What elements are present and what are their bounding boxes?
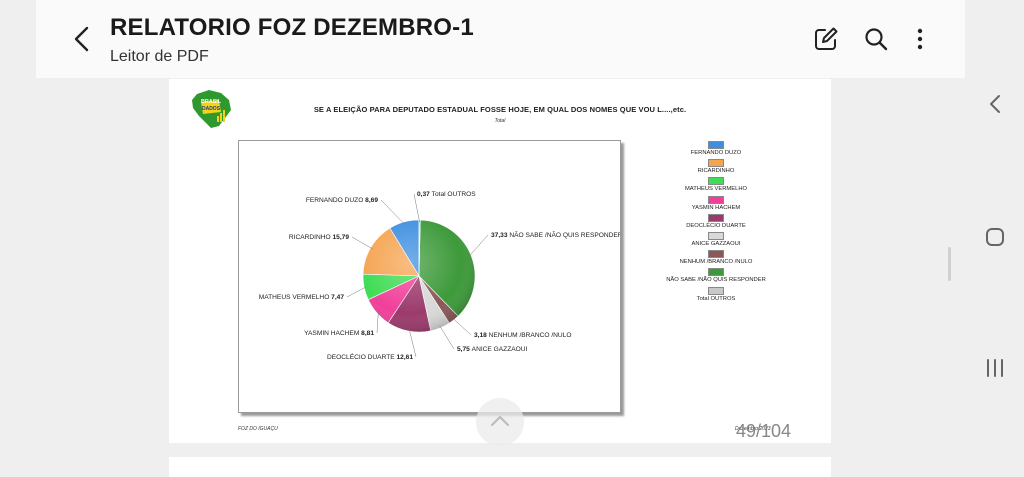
legend-label: YASMIN HACHEM (691, 204, 741, 211)
legend-swatch (708, 268, 724, 277)
chevron-up-icon (491, 416, 509, 426)
next-pdf-page[interactable] (169, 457, 831, 477)
legend-swatch (708, 177, 724, 186)
app-bar: RELATORIO FOZ DEZEMBRO-1 Leitor de PDF (36, 0, 965, 78)
document-title: RELATORIO FOZ DEZEMBRO-1 (110, 14, 474, 41)
legend-label: Total OUTROS (696, 295, 736, 302)
nav-back-icon[interactable] (986, 93, 1004, 115)
data-label: 5,75 ANICE GAZZAOUI (457, 346, 528, 353)
brasil-dados-logo: BRASIL DADOS (192, 90, 231, 128)
svg-text:DADOS: DADOS (202, 106, 221, 112)
scrollbar[interactable] (948, 247, 951, 281)
question-subtitle: Total (494, 118, 506, 124)
legend-swatch (708, 159, 724, 168)
back-arrow-icon[interactable] (66, 22, 100, 56)
legend-swatch (708, 286, 724, 295)
legend-swatch (708, 231, 724, 240)
nav-recent-apps-icon[interactable] (983, 357, 1007, 379)
leader-line (439, 325, 455, 350)
data-label: MATHEUS VERMELHO 7,47 (259, 294, 345, 301)
data-label: 3,18 NENHUM /BRANCO /NULO (474, 332, 571, 339)
legend-item: Total OUTROS (651, 286, 781, 305)
footer-date: Dezembro 2023 (735, 426, 771, 432)
legend-item: FERNANDO DUZO (651, 141, 781, 159)
leader-line (351, 236, 373, 250)
legend-item: YASMIN HACHEM (651, 195, 781, 214)
legend-item: DEOCLÉCIO DUARTE (651, 213, 781, 232)
legend-item: RICARDINHO (651, 159, 781, 177)
nav-home-icon[interactable] (984, 226, 1006, 248)
more-vertical-icon[interactable] (906, 25, 934, 53)
legend-label: ANICE GAZZAOUI (691, 240, 741, 247)
legend-label: DEOCLÉCIO DUARTE (686, 222, 746, 229)
legend-item: NÃO SABE /NÃO QUIS RESPONDER (651, 268, 781, 286)
legend-swatch (708, 141, 724, 149)
search-icon[interactable] (862, 25, 890, 53)
leader-line (408, 328, 417, 358)
leader-line (346, 286, 367, 298)
legend-label: NÃO SABE /NÃO QUIS RESPONDER (666, 277, 766, 284)
pie-chart-frame: FERNANDO DUZO 8,69 RICARDINHO 15,79 MATHEU… (238, 140, 621, 413)
leader-line (413, 193, 420, 223)
legend-label: NENHUM /BRANCO /NULO (679, 259, 753, 266)
data-label: DEOCLÉCIO DUARTE 12,61 (327, 352, 413, 361)
pdf-page[interactable]: BRASIL DADOS SE A ELEIÇÃO PARA DEPUTADO … (169, 79, 831, 443)
data-label: YASMIN HACHEM 8,81 (304, 330, 374, 337)
leader-line (468, 234, 489, 257)
legend-swatch (708, 195, 724, 204)
data-label: 0,37 Total OUTROS (417, 191, 476, 198)
question-title: SE A ELEIÇÃO PARA DEPUTADO ESTADUAL FOSS… (313, 105, 687, 114)
legend-swatch (708, 213, 724, 222)
legend-label: MATHEUS VERMELHO (684, 186, 748, 193)
data-label: FERNANDO DUZO 8,69 (306, 197, 379, 204)
app-subtitle: Leitor de PDF (110, 48, 209, 65)
data-label: 37,33 NÃO SABE /NÃO QUIS RESPONDER (491, 230, 620, 239)
legend-item: ANICE GAZZAOUI (651, 231, 781, 250)
page-counter: 49/104 (736, 421, 792, 441)
leader-line (380, 199, 405, 225)
leader-line (452, 317, 472, 336)
data-label: RICARDINHO 15,79 (289, 234, 349, 241)
pie-chart: FERNANDO DUZO 8,69 RICARDINHO 15,79 MATHEU… (259, 191, 620, 361)
leader-line (376, 311, 379, 334)
legend-item: NENHUM /BRANCO /NULO (651, 250, 781, 268)
chart-legend: FERNANDO DUZO RICARDINHO MATHEUS VERMELHO Y… (651, 141, 781, 305)
legend-label: FERNANDO DUZO (690, 150, 742, 156)
footer-location: FOZ DO IGUAÇU (238, 426, 278, 432)
legend-item: MATHEUS VERMELHO (651, 177, 781, 195)
edit-icon[interactable] (812, 25, 840, 53)
svg-text:BRASIL: BRASIL (201, 99, 222, 105)
legend-swatch (708, 250, 724, 259)
legend-label: RICARDINHO (697, 168, 735, 175)
scroll-to-top-button[interactable] (476, 398, 524, 446)
